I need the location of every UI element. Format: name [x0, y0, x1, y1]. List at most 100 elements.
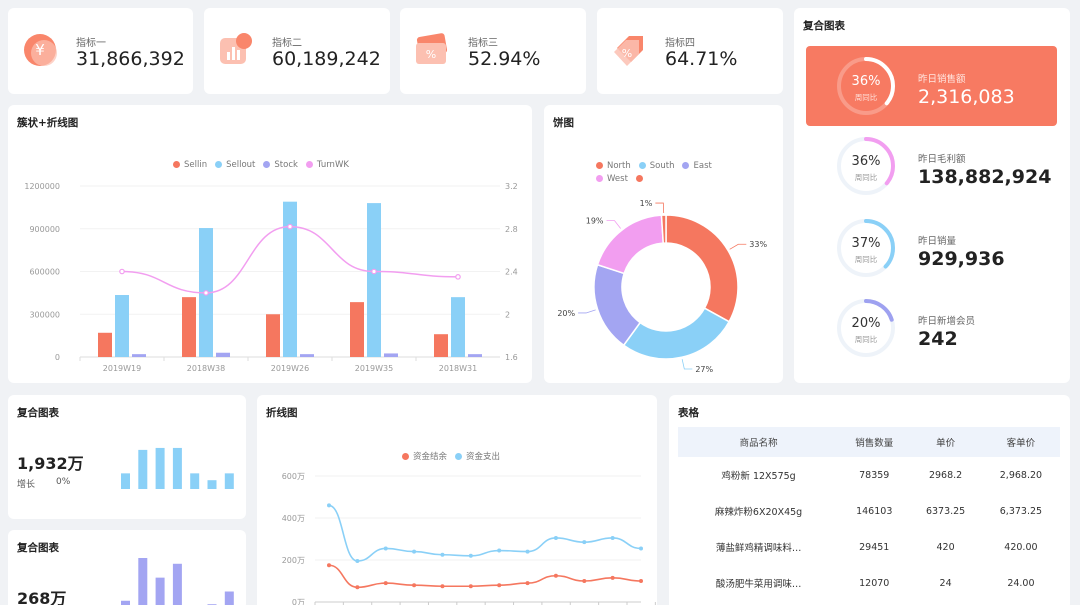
x-tick-label: 2018W31	[439, 364, 477, 373]
line-point	[412, 549, 417, 554]
legend-item[interactable]: East	[682, 161, 712, 171]
mini-bar	[121, 473, 130, 489]
table-header-cell[interactable]: 客单价	[981, 427, 1060, 457]
pie-label-line	[729, 243, 747, 250]
line-point	[119, 268, 125, 275]
kpi-card-2: 指标二 60,189,242	[204, 8, 390, 94]
card-title: 折线图	[266, 407, 298, 419]
line-point	[610, 575, 615, 580]
pie-data-label: 19%	[586, 217, 604, 226]
pie-slice-north	[665, 214, 739, 323]
legend-dot-icon	[596, 175, 603, 182]
table-cell: 薄盐鲜鸡精调味料…	[715, 543, 802, 554]
svg-text:%: %	[426, 48, 436, 61]
legend-item[interactable]: South	[638, 161, 674, 171]
kpi-label: 指标二	[272, 38, 302, 49]
pie-chart-card: 饼图 North South East West 33% 27% 20% 19% 1%	[544, 105, 783, 383]
legend-label: Sellin	[184, 160, 208, 170]
legend-dot-icon	[596, 162, 603, 169]
y-tick-label: 0万	[292, 598, 305, 605]
line-point	[639, 546, 643, 551]
line-point	[355, 559, 360, 564]
bar-stock	[384, 353, 398, 357]
legend-dot-icon	[455, 453, 463, 460]
ring-stat-row: 37% 周同比 昨日销量 929,936	[794, 208, 1070, 288]
bar-sellout	[283, 201, 297, 357]
table-header-cell[interactable]: 商品名称	[678, 427, 840, 457]
pie-label-line	[578, 309, 596, 314]
line-series	[328, 564, 642, 589]
table-row[interactable]: 酸汤肥牛菜用调味… 12070 24 24.00	[678, 565, 1060, 601]
legend-label: Sellout	[226, 160, 256, 170]
y2-tick-label: 1.6	[505, 353, 518, 362]
stat-value: 929,936	[918, 248, 1005, 270]
line-point	[497, 548, 502, 553]
legend-item[interactable]: Sellout	[215, 160, 255, 170]
table-header-cell[interactable]: 单价	[909, 427, 982, 457]
y2-tick-label: 2.4	[505, 268, 518, 277]
line-point	[412, 583, 417, 588]
legend-item[interactable]: West	[596, 174, 628, 184]
table-cell: 146103	[856, 505, 893, 517]
line-point	[553, 535, 558, 540]
legend-dot-icon	[635, 175, 643, 182]
chart-legend: 资金结余 资金支出	[402, 450, 508, 462]
progress-ring	[837, 219, 895, 277]
table-header-row: 商品名称 销售数量 单价 客单价	[678, 427, 1060, 457]
bar-stock	[300, 354, 314, 357]
progress-ring	[837, 299, 895, 357]
line-series	[328, 504, 642, 562]
bar-sellout	[367, 203, 381, 357]
x-tick-label: 2019W26	[271, 364, 309, 373]
table-header-cell[interactable]: 销售数量	[839, 427, 910, 457]
mini-bar	[138, 558, 148, 605]
mini-bar	[224, 473, 234, 489]
growth-value: 0%	[56, 477, 71, 487]
y-tick-label: 0	[55, 353, 60, 362]
bar-stock	[132, 354, 146, 357]
line-point	[582, 579, 587, 583]
legend-item[interactable]: North	[596, 161, 631, 171]
mini-bar-chart	[121, 558, 234, 605]
line-point	[327, 563, 331, 568]
legend-dot-icon	[173, 161, 180, 168]
mini-bar	[121, 600, 130, 605]
percent-tag-icon: %	[614, 36, 643, 66]
percent-ticket-icon: %	[416, 33, 448, 64]
table-row[interactable]: 麻辣炸粉6X20X45g 146103 6373.25 6,373.25	[678, 493, 1060, 529]
legend-item[interactable]: Sellin	[173, 160, 207, 170]
bar-line-chart: 1200000 900000 600000 300000 0 3.2 2.8 2.4 2 1.6 2…	[24, 182, 518, 373]
ring-arc	[837, 57, 895, 115]
mini-composite-card-1: 复合图表 1,932万 增长 0%	[8, 395, 246, 519]
line-point	[440, 552, 445, 557]
stat-label: 昨日销售额	[918, 74, 966, 85]
legend-item[interactable]: Stock	[263, 160, 298, 170]
legend-item[interactable]	[635, 174, 647, 184]
table-cell: 420	[936, 541, 955, 553]
ring-arc	[837, 219, 895, 277]
mini-value: 1,932万	[17, 454, 84, 473]
legend-label: TurnWK	[316, 160, 349, 170]
table-cell: 24	[939, 577, 952, 589]
chart-legend: Sellin Sellout Stock TurnWK	[173, 160, 357, 170]
mini-bar	[138, 449, 148, 489]
legend-label: 资金支出	[466, 452, 501, 462]
ring-sub-label: 周同比	[854, 93, 878, 102]
y-tick-label: 200万	[282, 556, 305, 565]
bar-sellin	[350, 302, 364, 357]
pie-data-label: 33%	[749, 240, 767, 249]
bar-sellout	[115, 295, 129, 357]
legend-item[interactable]: 资金支出	[455, 452, 500, 462]
progress-ring	[837, 57, 895, 115]
mini-bar	[155, 447, 165, 489]
legend-item[interactable]: TurnWK	[305, 160, 349, 170]
bar-sellin	[266, 314, 280, 357]
table-row[interactable]: 鸡粉新 12X575g 78359 2968.2 2,968.20	[678, 457, 1060, 493]
ring-percent: 36%	[851, 154, 881, 169]
card-title: 簇状+折线图	[17, 117, 79, 129]
table-cell: 24.00	[1007, 577, 1035, 589]
y-tick-label: 600万	[282, 472, 305, 481]
table-row[interactable]: 薄盐鲜鸡精调味料… 29451 420 420.00	[678, 529, 1060, 565]
legend-item[interactable]: 资金结余	[402, 452, 447, 462]
table-cell: 鸡粉新 12X575g	[721, 471, 796, 482]
